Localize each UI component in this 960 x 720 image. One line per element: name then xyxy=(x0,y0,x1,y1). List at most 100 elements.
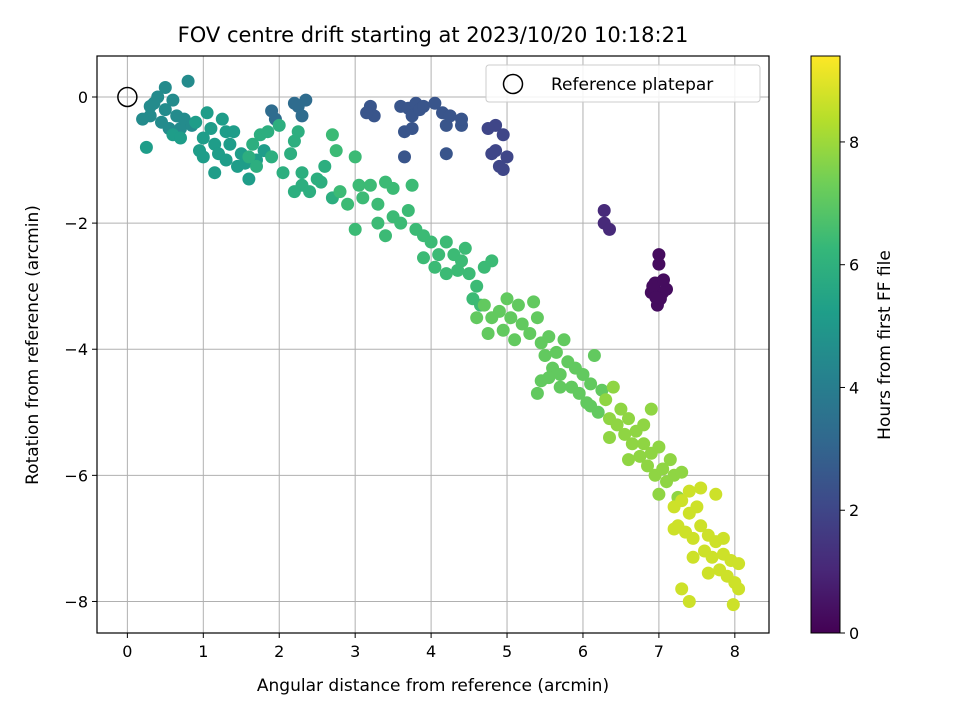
plot-area-background xyxy=(97,56,769,633)
data-point xyxy=(652,440,666,454)
data-point xyxy=(527,295,541,309)
data-point xyxy=(295,109,309,123)
data-point xyxy=(136,112,150,126)
colorbar-tick-label: 8 xyxy=(849,133,859,152)
data-point xyxy=(200,106,214,120)
data-point xyxy=(291,125,305,139)
data-point xyxy=(584,399,598,413)
data-point xyxy=(618,427,632,441)
data-point xyxy=(295,166,309,180)
data-point xyxy=(287,185,301,199)
data-point xyxy=(143,99,157,113)
data-point xyxy=(709,487,723,501)
data-point xyxy=(356,191,370,205)
data-point xyxy=(348,222,362,236)
data-point xyxy=(250,159,263,173)
plot-area-frame xyxy=(96,55,770,634)
data-point xyxy=(557,333,571,347)
data-point xyxy=(622,412,635,426)
data-point xyxy=(455,112,468,126)
data-point xyxy=(614,402,628,416)
data-point xyxy=(508,333,522,347)
data-point xyxy=(363,178,377,192)
data-point xyxy=(158,103,172,117)
data-point xyxy=(652,248,666,262)
data-point xyxy=(542,330,556,344)
data-point xyxy=(405,122,419,135)
data-point xyxy=(189,115,203,129)
data-point xyxy=(181,74,195,88)
data-point xyxy=(348,150,362,164)
data-point xyxy=(599,393,613,407)
data-point xyxy=(622,453,635,467)
data-point xyxy=(496,323,510,337)
data-point xyxy=(732,582,746,596)
legend-marker-reference xyxy=(502,73,524,95)
data-point xyxy=(675,465,689,479)
data-points xyxy=(136,74,746,612)
data-point xyxy=(500,292,514,306)
data-point xyxy=(428,96,442,110)
data-point xyxy=(489,144,503,158)
data-point xyxy=(360,106,374,120)
legend-box xyxy=(485,64,761,103)
data-point xyxy=(477,298,491,312)
data-point xyxy=(424,235,438,249)
data-point xyxy=(303,185,317,199)
data-point xyxy=(166,93,180,107)
data-point xyxy=(500,150,514,164)
data-point xyxy=(682,484,696,498)
data-point xyxy=(587,349,601,362)
data-point xyxy=(394,216,408,230)
y-tick-label: −8 xyxy=(64,592,88,611)
data-point xyxy=(428,260,442,274)
data-point xyxy=(549,345,563,359)
data-point xyxy=(652,487,666,501)
data-point xyxy=(196,150,210,164)
data-point xyxy=(686,531,700,545)
x-tick-label: 8 xyxy=(730,642,740,661)
data-point xyxy=(284,147,298,161)
data-point xyxy=(652,257,666,271)
data-point xyxy=(223,137,237,151)
data-point xyxy=(675,494,689,508)
data-point xyxy=(272,118,286,132)
x-tick-label: 7 xyxy=(654,642,664,661)
data-point xyxy=(458,241,472,255)
data-point xyxy=(485,254,499,268)
data-point xyxy=(462,267,476,281)
colorbar-tick-label: 6 xyxy=(849,256,859,275)
data-point xyxy=(694,519,708,533)
data-point xyxy=(553,380,567,394)
y-tick-label: −6 xyxy=(64,466,88,485)
data-point xyxy=(371,216,385,230)
data-point xyxy=(553,368,567,381)
x-tick-label: 4 xyxy=(426,642,436,661)
data-point xyxy=(646,279,660,293)
data-point xyxy=(261,125,275,139)
data-point xyxy=(572,386,586,400)
data-point xyxy=(515,317,529,331)
data-point xyxy=(603,431,616,444)
data-point xyxy=(610,418,624,432)
data-point xyxy=(538,349,552,362)
chart-title: FOV centre drift starting at 2023/10/20 … xyxy=(178,23,689,47)
data-point xyxy=(325,128,339,142)
data-point xyxy=(314,175,328,189)
data-point xyxy=(242,172,256,186)
data-point xyxy=(625,437,639,451)
data-point xyxy=(470,311,484,325)
data-point xyxy=(511,298,525,312)
data-point xyxy=(701,566,715,580)
legend: Reference platepar xyxy=(485,64,761,103)
data-point xyxy=(496,128,510,142)
data-point xyxy=(208,166,222,180)
data-point xyxy=(242,150,256,164)
data-point xyxy=(204,122,218,135)
data-point xyxy=(318,159,332,173)
data-point xyxy=(603,222,616,236)
data-point xyxy=(649,291,663,304)
data-point xyxy=(405,178,419,192)
data-point xyxy=(633,449,647,463)
